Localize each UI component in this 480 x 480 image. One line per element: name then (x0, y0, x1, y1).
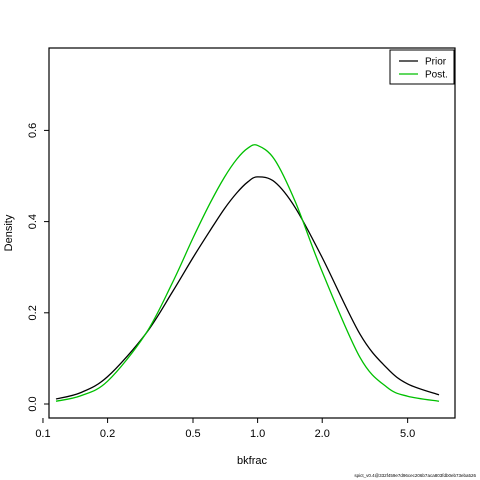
y-axis-label: Density (3, 214, 15, 251)
x-tick-label: 0.2 (100, 428, 115, 440)
series-line-post (55, 144, 440, 402)
series-lines (55, 144, 440, 402)
y-tick-label: 0.6 (27, 123, 39, 138)
version-footnote: spict_v0.4@332f459e7d96cec206b7aca803fdb… (354, 473, 476, 478)
x-tick-label: 0.5 (185, 428, 200, 440)
x-tick-label: 2.0 (315, 428, 330, 440)
legend-label-prior: Prior (425, 57, 447, 68)
x-tick-label: 1.0 (250, 428, 265, 440)
x-axis-label: bkfrac (237, 455, 267, 467)
y-tick-label: 0.0 (27, 396, 39, 411)
x-tick-label: 5.0 (400, 428, 415, 440)
y-axis: 0.0 0.2 0.4 0.6 (27, 123, 49, 412)
legend-box (389, 49, 455, 85)
x-tick-label: 0.1 (35, 428, 50, 440)
legend-label-post: Post. (425, 70, 448, 81)
x-axis: 0.1 0.2 0.5 1.0 2.0 5.0 (35, 418, 415, 440)
plot-frame (48, 47, 456, 419)
y-tick-label: 0.2 (27, 305, 39, 320)
y-tick-label: 0.4 (27, 214, 39, 229)
legend: Prior Post. (389, 49, 455, 85)
